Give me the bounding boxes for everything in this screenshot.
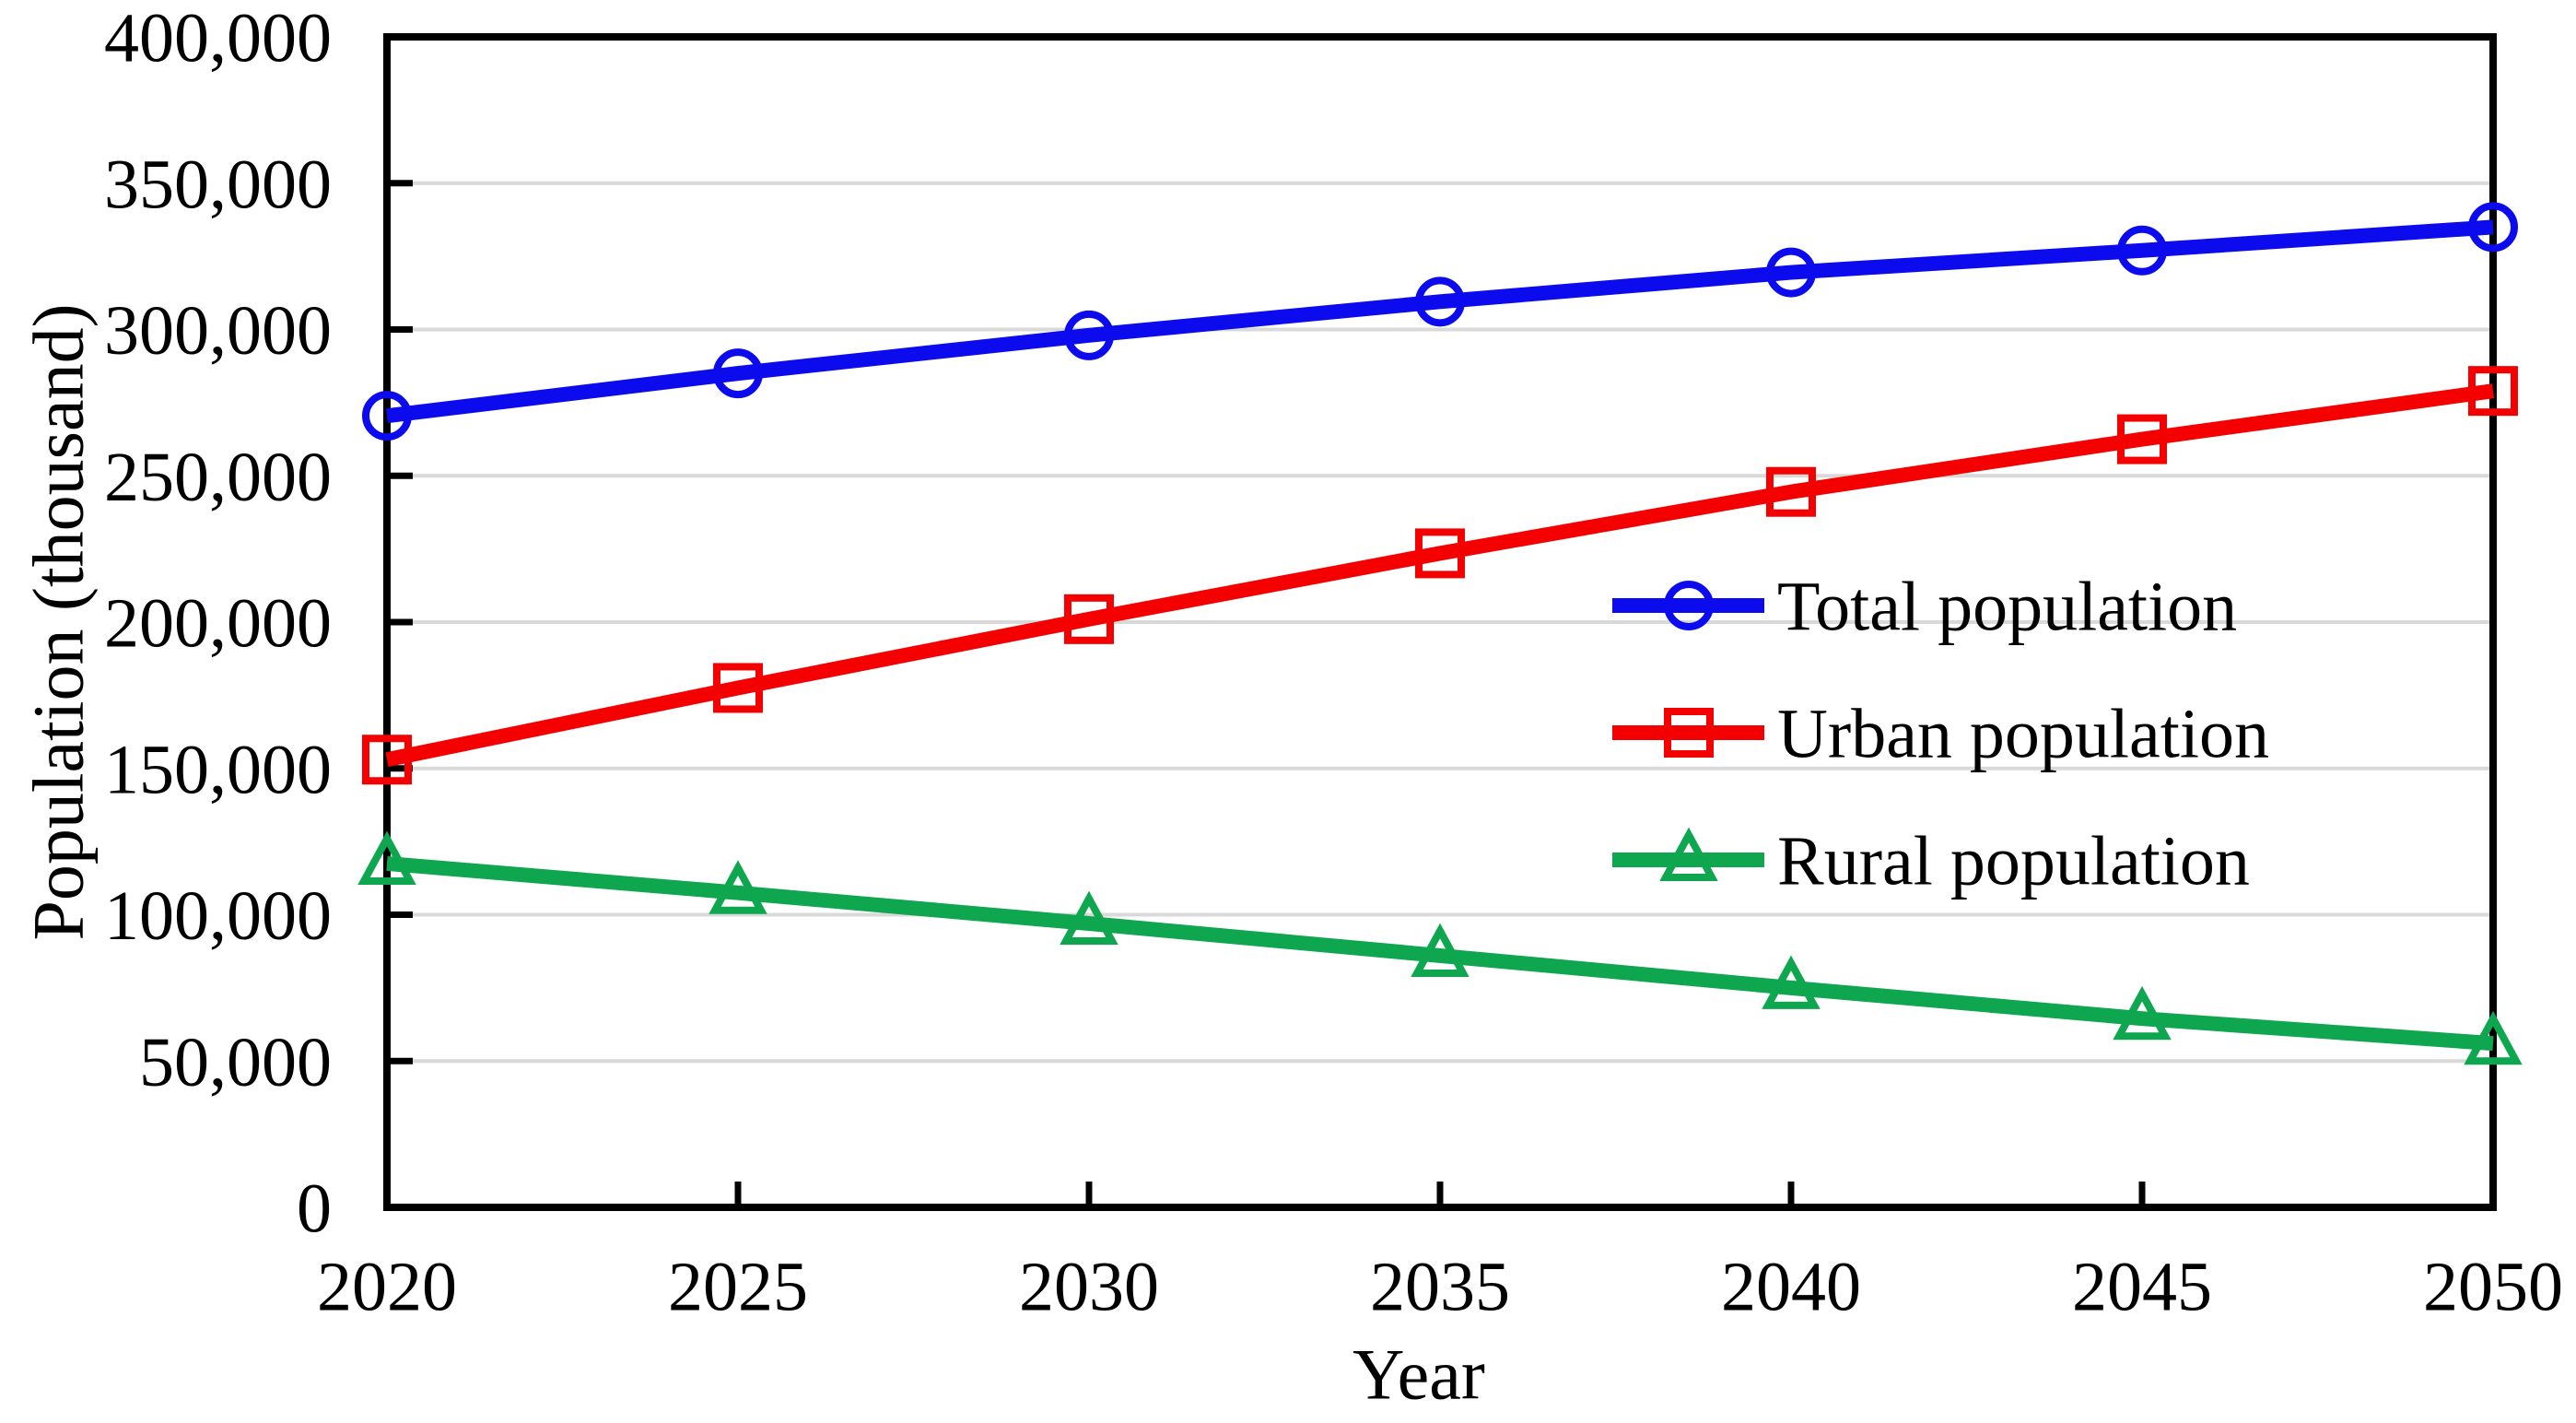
x-axis-tick-label: 2030 [1019,1249,1159,1326]
circle-marker [362,391,412,441]
gridlines [387,181,2493,1064]
square-marker [362,735,412,785]
y-axis-tick-label: 150,000 [104,731,332,808]
triangle-marker [1411,923,1469,977]
triangle-marker [1060,890,1118,946]
circle-marker [1664,581,1714,630]
triangle-marker [1762,955,1821,1009]
series-line [385,383,2495,768]
series-total-population [362,202,2518,441]
legend: Total population Urban population Rural po… [1612,569,2269,900]
y-axis-tick-label: 350,000 [104,146,332,223]
circle-marker [1064,310,1114,360]
x-axis-tick-label: 2025 [668,1249,808,1326]
legend-label: Total population [1777,569,2237,646]
y-axis-tick-label: 0 [297,1170,332,1248]
square-marker [713,663,763,713]
circle-marker [713,348,763,399]
legend-item-rural-population: Rural population [1612,823,2250,900]
triangle-marker [2113,985,2172,1041]
legend-label: Urban population [1777,696,2269,773]
legend-label: Rural population [1777,823,2250,900]
x-axis-tick-label: 2045 [2072,1249,2212,1326]
triangle-marker [2464,1010,2523,1065]
triangle-marker [357,830,416,885]
square-marker [2117,414,2167,465]
y-axis-title: Population (thousand) [18,303,98,940]
y-axis-tick-label: 250,000 [104,439,332,516]
square-marker [1664,708,1714,758]
triangle-marker [708,860,767,914]
circle-marker [1766,247,1816,298]
x-axis-tick-label: 2040 [1721,1249,1861,1326]
y-axis-tick-label: 100,000 [104,877,332,955]
circle-marker [2468,202,2518,253]
series-urban-population [362,366,2518,785]
legend-item-urban-population: Urban population [1612,696,2269,773]
y-axis-tick-label: 200,000 [104,585,332,663]
triangle-marker [1659,827,1718,881]
y-axis-tick-label: 50,000 [139,1024,332,1101]
square-marker [1766,466,1816,517]
y-axis-tick-label: 300,000 [104,292,332,370]
series-line [386,219,2494,424]
x-axis-tick-label: 2050 [2423,1249,2563,1326]
y-axis-tick-label: 400,000 [104,0,332,77]
legend-item-total-population: Total population [1612,569,2237,646]
square-marker [1064,594,1114,644]
square-marker [2468,366,2518,417]
series-rural-population [357,830,2523,1065]
circle-marker [1415,276,1465,327]
x-axis-tick-label: 2020 [317,1249,457,1326]
square-marker [1415,528,1465,579]
series-line [386,855,2494,1052]
x-axis-title: Year [1352,1334,1485,1414]
circle-marker [2117,225,2167,276]
x-axis-tick-label: 2035 [1370,1249,1510,1326]
